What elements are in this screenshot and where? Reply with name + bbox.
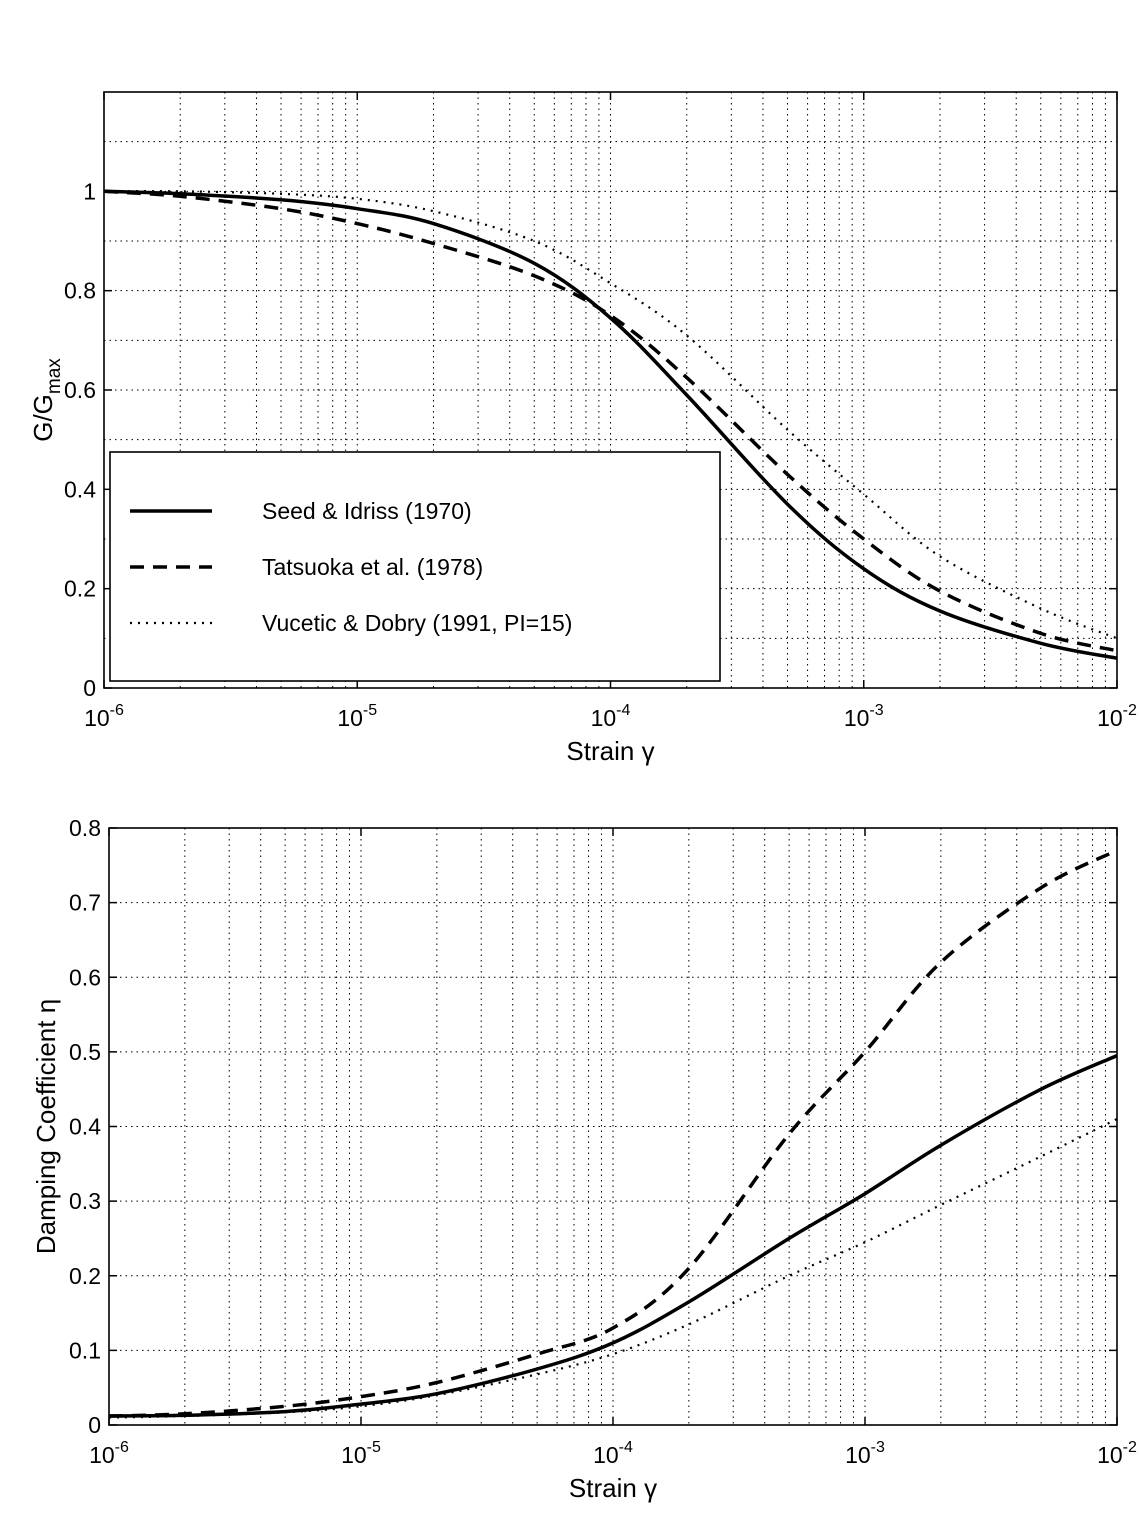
y-tick-label: 0.6 <box>69 964 101 990</box>
x-axis-label: Strain γ <box>569 1473 657 1503</box>
y-tick-label: 0 <box>88 1412 101 1438</box>
y-tick-label: 0.4 <box>64 476 96 502</box>
y-tick-label: 0.7 <box>69 890 101 916</box>
x-axis-label: Strain γ <box>566 736 654 766</box>
legend-label: Tatsuoka et al. (1978) <box>262 554 483 580</box>
y-tick-label: 0.3 <box>69 1188 101 1214</box>
plot-frame <box>108 827 1118 1426</box>
series-line-dotted <box>103 190 1118 640</box>
y-tick-label: 0.8 <box>64 278 96 304</box>
chart-1: 10-6 10-5 10-4 10-3 10-2 0 0.2 0.4 0.6 0.8 1 Strain… <box>28 91 1137 766</box>
y-tick-label: 0.4 <box>69 1114 101 1140</box>
legend: Seed & Idriss (1970) Tatsuoka et al. (197… <box>109 451 721 682</box>
y-tick-label: 0 <box>83 675 96 701</box>
x-tick-label: 10-3 <box>845 1439 885 1468</box>
x-tick-label: 10-4 <box>591 702 631 731</box>
y-tick-label: 0.6 <box>64 377 96 403</box>
x-tick-label: 10-6 <box>89 1439 129 1468</box>
y-axis-label: Damping Coefficient η <box>31 999 61 1254</box>
y-tick-label: 0.1 <box>69 1337 101 1363</box>
series-line-dotted <box>108 1118 1118 1419</box>
chart-2: 10-6 10-5 10-4 10-3 10-2 0 0.1 0.2 0.3 0.4 0.5 0.6 0… <box>31 815 1137 1503</box>
x-tick-label: 10-2 <box>1097 1439 1137 1468</box>
plot-frame <box>103 91 1118 689</box>
legend-label: Seed & Idriss (1970) <box>262 498 472 524</box>
x-tick-label: 10-5 <box>337 702 377 731</box>
series-line-dashed <box>108 848 1118 1418</box>
y-axis-label: G/Gmax <box>28 358 65 442</box>
series-line-solid <box>103 189 1118 660</box>
x-tick-label: 10-6 <box>84 702 124 731</box>
y-tick-label: 0.2 <box>64 576 96 602</box>
x-tick-label: 10-5 <box>341 1439 381 1468</box>
x-tick-label: 10-4 <box>593 1439 633 1468</box>
y-tick-label: 0.2 <box>69 1263 101 1289</box>
y-tick-label: 0.8 <box>69 815 101 841</box>
x-tick-label: 10-3 <box>844 702 884 731</box>
legend-label: Vucetic & Dobry (1991, PI=15) <box>262 610 572 636</box>
series-line-dashed <box>103 189 1118 653</box>
y-tick-label: 1 <box>83 178 96 204</box>
y-tick-label: 0.5 <box>69 1039 101 1065</box>
x-tick-label: 10-2 <box>1097 702 1137 731</box>
